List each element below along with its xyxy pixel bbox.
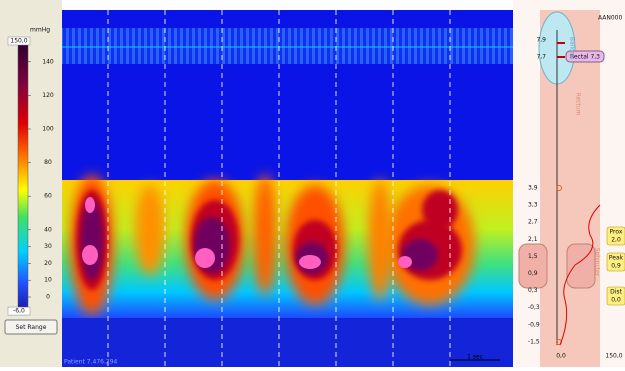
pressure-plot xyxy=(62,10,513,367)
scale-label: 30 xyxy=(44,243,52,250)
scale-label: 120 xyxy=(42,92,54,99)
badge-title: Prox xyxy=(610,229,623,236)
scale-label: 0 xyxy=(46,294,50,301)
id-label: AAN000 xyxy=(598,15,622,22)
depth-label: -0,3 xyxy=(528,304,540,311)
pressure-blob xyxy=(253,175,277,295)
manometry-view: mmHg Set Range Patient 7.476.294 1 sec R… xyxy=(0,0,625,367)
range-label: 150,0 xyxy=(10,38,27,45)
scale-label: 100 xyxy=(42,126,54,133)
depth-label: -1,5 xyxy=(528,338,540,345)
depth-label: 2,1 xyxy=(528,236,538,243)
depth-label: 3,3 xyxy=(528,202,538,209)
x-axis-label: 150,0 xyxy=(605,353,622,360)
badge-value: 0,0 xyxy=(611,297,621,304)
range-label: -6,0 xyxy=(13,308,25,315)
scale-label: 1 sec xyxy=(467,354,483,361)
scale-label: 140 xyxy=(42,58,54,65)
patient-label: Patient 7.476.294 xyxy=(64,359,118,366)
pressure-max xyxy=(299,255,321,269)
badge-value: 2,0 xyxy=(611,237,621,244)
pressure-max xyxy=(85,197,95,213)
unit-label: mmHg xyxy=(30,27,50,34)
balloon-line xyxy=(62,46,513,48)
button-label: Set Range xyxy=(16,324,47,331)
pressure-max xyxy=(82,245,98,265)
badge-title: Dist xyxy=(610,289,622,296)
depth-label: 0,9 xyxy=(528,270,538,277)
scale-label: 20 xyxy=(44,260,52,267)
scale-label: 60 xyxy=(44,193,52,200)
scale-label: 10 xyxy=(44,277,52,284)
pressure-max xyxy=(195,248,215,268)
depth-label: 2,7 xyxy=(528,219,538,226)
pressure-max xyxy=(398,256,412,268)
scale-label: 80 xyxy=(44,159,52,166)
badge-title: Peak xyxy=(609,255,624,262)
pressure-core xyxy=(422,190,458,230)
x-axis-label: 0,0 xyxy=(556,353,566,360)
depth-label: 1,5 xyxy=(528,253,538,260)
rectum-label: Rectum xyxy=(575,93,582,116)
scale-label: 40 xyxy=(44,226,52,233)
pressure-blob xyxy=(368,180,392,300)
page: mmHg Set Range Patient 7.476.294 1 sec R… xyxy=(0,0,625,367)
color-scale xyxy=(18,44,28,310)
depth-label: -0,9 xyxy=(528,321,540,328)
balloon-label: Balloon xyxy=(569,37,576,59)
badge-value: 0,9 xyxy=(611,263,621,270)
depth-label: 7,7 xyxy=(536,54,546,61)
depth-label: 3,9 xyxy=(528,185,538,192)
depth-label: 0,3 xyxy=(528,287,538,294)
depth-label: 7,9 xyxy=(536,37,546,44)
lower-band xyxy=(62,318,513,367)
pressure-blob xyxy=(135,185,165,275)
sphincter-left xyxy=(519,244,547,288)
